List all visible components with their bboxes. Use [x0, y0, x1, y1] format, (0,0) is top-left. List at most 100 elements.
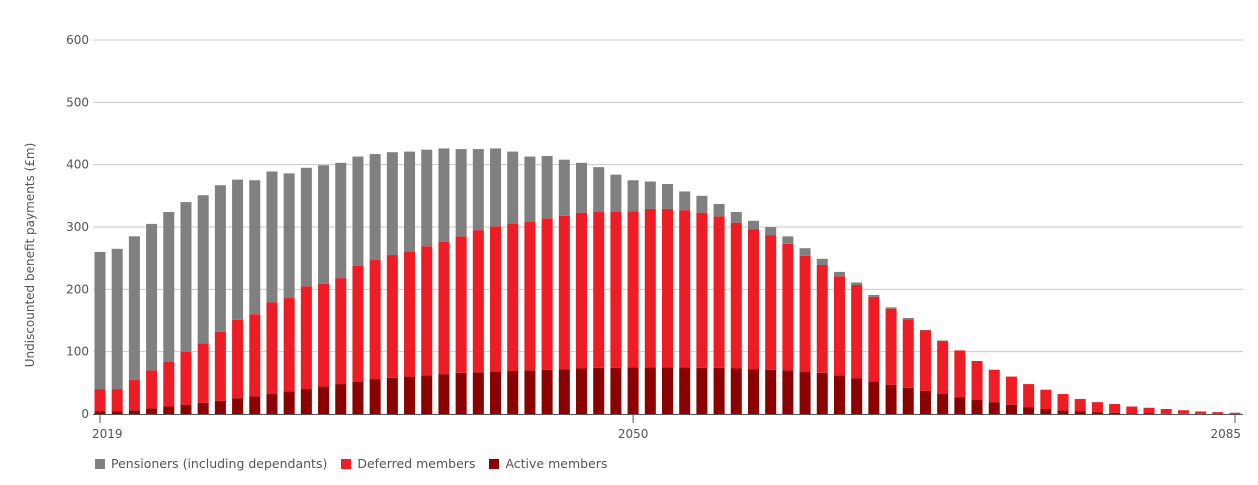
bar-segment	[180, 351, 192, 405]
bar-segment	[94, 251, 106, 390]
bar-segment	[713, 216, 725, 368]
bar-segment	[816, 265, 828, 373]
x-axis: 2019 2050 2085	[92, 414, 1243, 441]
x-tick-label: 2019	[92, 427, 123, 441]
bar-segment	[1126, 406, 1138, 414]
bar-segment	[214, 185, 226, 332]
bar-segment	[1040, 389, 1052, 410]
bar-segment	[833, 271, 845, 277]
bar-segment	[593, 367, 605, 414]
bar-segment	[507, 151, 519, 224]
bar-segment	[472, 372, 484, 414]
bar-segment	[1160, 409, 1172, 414]
bar-segment	[782, 236, 794, 244]
bar-segment	[816, 258, 828, 266]
bar-segment	[988, 402, 1000, 414]
bar-segment	[386, 377, 398, 414]
legend-item-pensioners: Pensioners (including dependants)	[95, 456, 327, 471]
legend-item-deferred: Deferred members	[341, 456, 475, 471]
bar-segment	[472, 149, 484, 231]
y-tick-label: 500	[66, 95, 89, 109]
bar-segment	[266, 171, 278, 303]
bar-segment	[1005, 404, 1017, 414]
bar-segment	[1195, 411, 1207, 414]
bar-segment	[490, 226, 502, 372]
x-tick-label: 2085	[1210, 427, 1241, 441]
bar-segment	[300, 167, 312, 287]
bar-segment	[180, 404, 192, 414]
bar-segment	[386, 152, 398, 256]
bar-segment	[1143, 407, 1155, 414]
bar-segment	[524, 370, 536, 414]
bar-segment	[919, 330, 931, 391]
bar-segment	[249, 314, 261, 397]
legend-item-active: Active members	[489, 456, 607, 471]
bar-segment	[352, 381, 364, 414]
bar-segment	[94, 411, 106, 414]
y-axis-label: Undiscounted benefit payments (£m)	[23, 142, 37, 368]
bar-segment	[885, 384, 897, 414]
bar-segment	[868, 294, 880, 297]
bar-segment	[1212, 412, 1224, 414]
bar-segment	[1143, 413, 1155, 414]
bar-segment	[747, 220, 759, 230]
bar-segment	[644, 367, 656, 414]
bar-segment	[300, 286, 312, 390]
bar-segment	[558, 159, 570, 216]
bar-segment	[713, 367, 725, 414]
bar-segment	[404, 376, 416, 414]
y-tick-label: 200	[66, 282, 89, 296]
bar-segment	[369, 379, 381, 414]
y-tick-label: 0	[81, 407, 89, 421]
bar-segment	[644, 208, 656, 368]
bar-segment	[851, 378, 863, 414]
bar-segment	[524, 222, 536, 371]
bar-segment	[180, 202, 192, 352]
bar-segment	[490, 148, 502, 227]
bar-segment	[868, 296, 880, 382]
bar-segment	[197, 195, 209, 344]
bar-segment	[283, 173, 295, 299]
bar-segment	[404, 251, 416, 377]
bar-segment	[576, 162, 588, 213]
bar-segment	[937, 341, 949, 395]
bar-segment	[1074, 411, 1086, 414]
bar-segment	[283, 391, 295, 414]
bar-segment	[300, 389, 312, 414]
bar-segment	[318, 386, 330, 414]
bar-segment	[283, 298, 295, 392]
legend-swatch-deferred	[341, 458, 352, 469]
bar-segment	[765, 227, 777, 236]
bar-segment	[1023, 384, 1035, 408]
bar-segment	[902, 387, 914, 414]
y-tick-label: 300	[66, 220, 89, 234]
bar-segment	[421, 375, 433, 414]
legend-swatch-pensioners	[95, 458, 105, 469]
bar-segment	[111, 248, 123, 390]
bar-segment	[1040, 409, 1052, 414]
bar-segment	[696, 367, 708, 414]
legend: Pensioners (including dependants) Deferr…	[95, 456, 621, 471]
bar-segment	[1126, 413, 1138, 414]
bar-segment	[558, 369, 570, 414]
bar-segment	[249, 396, 261, 414]
bar-segment	[1109, 412, 1121, 414]
bar-segment	[455, 236, 467, 373]
bar-segment	[214, 400, 226, 414]
bar-segment	[507, 223, 519, 371]
bar-segment	[662, 367, 674, 414]
bar-segment	[232, 319, 244, 399]
legend-swatch-active	[489, 458, 500, 469]
bar-segment	[713, 203, 725, 217]
bar-segment	[490, 371, 502, 414]
bar-segment	[472, 230, 484, 373]
y-tick-label: 400	[66, 158, 89, 172]
bar-segment	[197, 343, 209, 403]
bar-segment	[1057, 410, 1069, 414]
bar-segment	[954, 397, 966, 414]
bar-segment	[352, 156, 364, 266]
bar-segment	[146, 408, 158, 414]
bar-segment	[988, 369, 1000, 403]
bar-segment	[421, 246, 433, 376]
y-tick-labels: 0 100 200 300 400 500 600	[66, 33, 89, 421]
